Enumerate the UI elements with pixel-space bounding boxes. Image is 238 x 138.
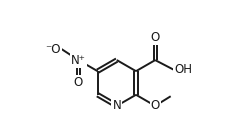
Text: O: O	[151, 31, 160, 44]
Text: OH: OH	[174, 63, 192, 76]
Text: N: N	[112, 99, 121, 112]
Text: N⁺: N⁺	[71, 54, 86, 67]
Text: ⁻O: ⁻O	[45, 43, 61, 55]
Text: O: O	[74, 76, 83, 89]
Text: O: O	[151, 99, 160, 112]
